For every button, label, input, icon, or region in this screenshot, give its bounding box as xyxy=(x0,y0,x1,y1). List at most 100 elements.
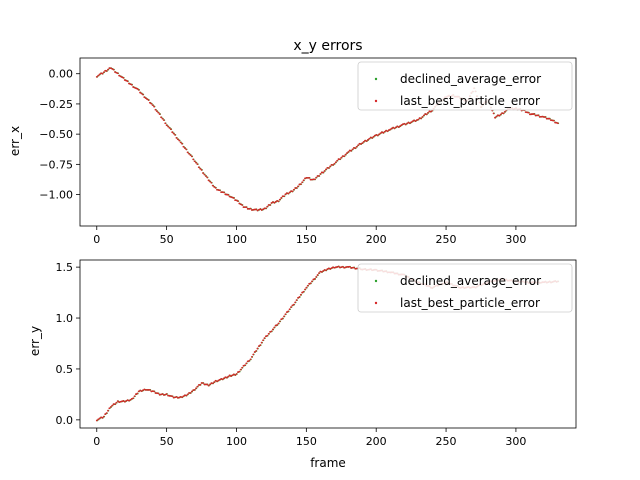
data-point-last-best-particle-error xyxy=(369,136,372,139)
data-point-last-best-particle-error xyxy=(495,115,498,118)
data-point-last-best-particle-error xyxy=(266,334,269,337)
data-point-last-best-particle-error xyxy=(105,70,108,72)
data-point-last-best-particle-error xyxy=(260,341,263,344)
data-point-last-best-particle-error xyxy=(151,104,154,107)
data-point-last-best-particle-error xyxy=(494,116,496,119)
data-point-last-best-particle-error xyxy=(141,93,144,96)
data-point-last-best-particle-error xyxy=(224,193,227,196)
x-tick-label: 150 xyxy=(296,233,317,246)
data-point-last-best-particle-error xyxy=(213,381,216,384)
data-point-last-best-particle-error xyxy=(554,121,556,124)
data-point-last-best-particle-error xyxy=(273,201,276,204)
data-point-last-best-particle-error xyxy=(277,322,280,325)
legend-label: declined_average_error xyxy=(400,72,541,86)
data-point-last-best-particle-error xyxy=(305,176,308,179)
data-point-last-best-particle-error xyxy=(403,122,406,125)
data-point-last-best-particle-error xyxy=(331,164,334,166)
data-point-last-best-particle-error xyxy=(161,117,164,120)
data-point-last-best-particle-error xyxy=(160,116,162,119)
data-point-last-best-particle-error xyxy=(100,72,102,75)
data-point-last-best-particle-error xyxy=(111,67,114,70)
data-point-last-best-particle-error xyxy=(552,119,555,122)
data-point-last-best-particle-error xyxy=(249,207,252,210)
data-point-last-best-particle-error xyxy=(223,191,225,194)
data-point-last-best-particle-error xyxy=(174,133,176,136)
data-point-last-best-particle-error xyxy=(107,68,109,71)
data-point-last-best-particle-error xyxy=(162,119,165,122)
data-point-last-best-particle-error xyxy=(234,199,236,202)
data-point-last-best-particle-error xyxy=(348,265,351,268)
data-point-last-best-particle-error xyxy=(364,139,366,142)
data-point-last-best-particle-error xyxy=(341,155,344,158)
data-point-last-best-particle-error xyxy=(401,123,404,126)
data-point-last-best-particle-error xyxy=(283,315,285,318)
data-point-last-best-particle-error xyxy=(192,389,195,392)
data-point-last-best-particle-error xyxy=(410,121,413,124)
data-point-last-best-particle-error xyxy=(97,74,100,77)
data-point-last-best-particle-error xyxy=(153,105,155,108)
y-tick-label: 0.00 xyxy=(49,68,74,81)
x-axis-label: frame xyxy=(310,456,346,470)
data-point-last-best-particle-error xyxy=(133,86,136,89)
data-point-last-best-particle-error xyxy=(372,135,375,138)
legend-marker xyxy=(374,77,378,81)
legend-marker xyxy=(374,99,378,103)
data-point-last-best-particle-error xyxy=(211,382,214,385)
data-point-last-best-particle-error xyxy=(148,101,151,104)
data-point-last-best-particle-error xyxy=(155,110,158,113)
data-point-last-best-particle-error xyxy=(337,265,340,268)
data-point-last-best-particle-error xyxy=(421,116,424,118)
data-point-last-best-particle-error xyxy=(160,393,162,396)
data-point-last-best-particle-error xyxy=(199,167,202,170)
data-point-last-best-particle-error xyxy=(235,199,238,202)
err-x-panel: 0 50 100 150 200 250 300 0.00 −0.25 −0.50 −0.75 −1.… xyxy=(39,57,577,246)
data-point-last-best-particle-error xyxy=(102,71,105,74)
data-point-last-best-particle-error xyxy=(214,379,217,382)
data-point-last-best-particle-error xyxy=(229,196,232,198)
x-tick-label: 0 xyxy=(93,233,100,246)
data-point-last-best-particle-error xyxy=(344,266,347,269)
data-point-last-best-particle-error xyxy=(318,175,320,177)
data-point-last-best-particle-error xyxy=(238,202,241,205)
data-point-last-best-particle-error xyxy=(323,170,326,172)
data-point-last-best-particle-error xyxy=(245,206,248,209)
data-point-last-best-particle-error xyxy=(302,179,305,182)
data-point-last-best-particle-error xyxy=(407,121,410,124)
data-point-last-best-particle-error xyxy=(413,119,415,122)
data-point-last-best-particle-error xyxy=(227,375,230,378)
data-point-last-best-particle-error xyxy=(125,400,128,402)
data-point-last-best-particle-error xyxy=(118,74,121,77)
data-point-last-best-particle-error xyxy=(301,181,304,184)
data-point-last-best-particle-error xyxy=(311,178,313,181)
data-point-last-best-particle-error xyxy=(298,296,301,298)
data-point-last-best-particle-error xyxy=(352,266,355,269)
data-point-last-best-particle-error xyxy=(199,383,202,386)
x-tick-label: 250 xyxy=(436,435,457,448)
data-point-last-best-particle-error xyxy=(175,395,178,398)
data-point-last-best-particle-error xyxy=(206,383,209,386)
data-point-last-best-particle-error xyxy=(545,117,548,120)
data-point-last-best-particle-error xyxy=(399,125,401,128)
data-point-last-best-particle-error xyxy=(221,378,224,381)
data-point-last-best-particle-error xyxy=(108,67,111,70)
data-point-last-best-particle-error xyxy=(164,393,167,396)
data-point-last-best-particle-error xyxy=(255,350,257,352)
data-point-last-best-particle-error xyxy=(415,119,418,122)
data-point-last-best-particle-error xyxy=(119,400,122,403)
data-point-last-best-particle-error xyxy=(128,399,130,402)
data-point-last-best-particle-error xyxy=(551,119,554,122)
data-point-last-best-particle-error xyxy=(313,278,316,280)
data-point-last-best-particle-error xyxy=(259,344,262,347)
data-point-last-best-particle-error xyxy=(189,154,192,156)
data-point-last-best-particle-error xyxy=(257,208,260,211)
data-point-last-best-particle-error xyxy=(154,108,157,111)
data-point-last-best-particle-error xyxy=(355,145,358,148)
data-point-last-best-particle-error xyxy=(420,117,422,120)
data-point-last-best-particle-error xyxy=(148,389,151,391)
data-point-last-best-particle-error xyxy=(182,395,185,398)
data-point-last-best-particle-error xyxy=(312,278,315,281)
data-point-last-best-particle-error xyxy=(285,311,288,314)
data-point-last-best-particle-error xyxy=(211,184,214,187)
data-point-last-best-particle-error xyxy=(126,399,129,402)
